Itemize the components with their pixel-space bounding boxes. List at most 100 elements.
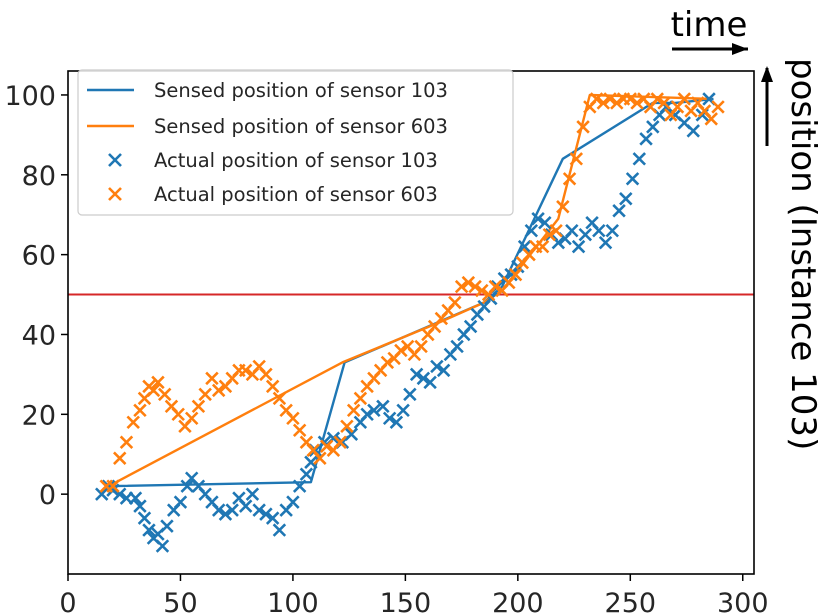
x-tick-label: 0 bbox=[59, 588, 76, 615]
data-point bbox=[119, 435, 134, 449]
data-point bbox=[259, 507, 273, 521]
data-point bbox=[538, 215, 552, 230]
data-point bbox=[677, 92, 691, 106]
data-point bbox=[475, 283, 489, 298]
legend-item: Actual position of sensor 603 bbox=[108, 183, 438, 206]
data-point bbox=[409, 367, 424, 382]
legend-item: Sensed position of sensor 603 bbox=[87, 115, 448, 138]
data-point bbox=[265, 379, 280, 394]
data-point bbox=[272, 391, 287, 406]
data-point bbox=[625, 172, 640, 186]
data-point bbox=[286, 411, 300, 426]
y-tick-label: 0 bbox=[39, 480, 56, 511]
data-point bbox=[313, 451, 327, 465]
series-line-1 bbox=[100, 93, 712, 495]
data-point bbox=[211, 383, 226, 398]
data-point bbox=[265, 511, 280, 525]
data-point bbox=[450, 339, 464, 354]
data-point bbox=[340, 419, 354, 434]
data-point bbox=[106, 479, 120, 493]
data-point bbox=[394, 343, 408, 358]
data-point bbox=[598, 235, 613, 250]
data-point bbox=[126, 415, 140, 430]
markers-layer bbox=[95, 92, 725, 553]
data-point bbox=[173, 495, 188, 509]
data-point bbox=[646, 120, 660, 134]
data-point bbox=[205, 371, 219, 386]
data-point bbox=[612, 204, 626, 218]
data-point bbox=[376, 399, 390, 414]
data-point bbox=[128, 491, 143, 505]
y-tick-label: 20 bbox=[22, 400, 56, 431]
data-point bbox=[524, 223, 539, 238]
data-point bbox=[508, 267, 523, 282]
legend-marker-swatch bbox=[108, 187, 122, 201]
data-point bbox=[571, 239, 586, 254]
data-point bbox=[596, 96, 611, 110]
data-point bbox=[137, 511, 152, 525]
data-point bbox=[704, 112, 718, 126]
data-point bbox=[133, 403, 147, 418]
data-point bbox=[396, 403, 410, 418]
position-axis-label: position (Instance 103) bbox=[783, 58, 823, 450]
y-tick-label: 60 bbox=[22, 241, 56, 272]
data-point bbox=[403, 387, 417, 402]
data-point bbox=[225, 503, 239, 517]
data-point bbox=[218, 507, 233, 521]
data-point bbox=[304, 455, 318, 469]
data-point bbox=[333, 435, 347, 449]
data-point bbox=[319, 439, 334, 453]
data-point bbox=[535, 239, 550, 254]
data-point bbox=[578, 227, 593, 242]
data-point bbox=[299, 467, 314, 481]
data-point bbox=[517, 239, 532, 254]
data-point bbox=[113, 451, 127, 465]
data-point bbox=[657, 96, 671, 110]
data-point bbox=[686, 124, 700, 138]
data-point bbox=[463, 319, 478, 334]
legend-item: Sensed position of sensor 103 bbox=[87, 79, 448, 102]
legend-label: Actual position of sensor 103 bbox=[154, 149, 438, 172]
data-point bbox=[353, 391, 368, 406]
x-tick-label: 250 bbox=[605, 588, 657, 615]
data-point bbox=[565, 223, 579, 238]
data-point bbox=[592, 223, 606, 238]
data-point bbox=[605, 223, 620, 238]
legend-item: Actual position of sensor 103 bbox=[108, 149, 438, 172]
time-arrow-icon bbox=[672, 43, 748, 55]
data-point bbox=[389, 415, 404, 430]
data-point bbox=[488, 279, 503, 294]
data-point bbox=[346, 403, 361, 418]
data-point bbox=[245, 487, 260, 501]
data-point bbox=[151, 375, 165, 390]
data-point bbox=[211, 503, 226, 517]
data-point bbox=[549, 223, 563, 238]
data-point bbox=[610, 96, 624, 110]
data-point bbox=[603, 92, 617, 106]
data-point bbox=[259, 367, 273, 382]
data-point bbox=[155, 539, 170, 553]
data-point bbox=[146, 383, 161, 398]
data-point bbox=[448, 295, 462, 310]
y-tick-label: 40 bbox=[22, 320, 56, 351]
x-axis: 0 50 100 150 200 250 300 bbox=[59, 574, 769, 615]
data-point bbox=[191, 399, 206, 414]
data-point bbox=[542, 227, 557, 242]
y-tick-label: 100 bbox=[4, 81, 56, 112]
data-point bbox=[380, 355, 395, 370]
data-point bbox=[292, 479, 307, 493]
data-point bbox=[576, 120, 590, 134]
x-tick-label: 300 bbox=[717, 588, 769, 615]
data-point bbox=[198, 387, 212, 402]
data-point bbox=[184, 411, 199, 426]
legend: Sensed position of sensor 103 Sensed posi… bbox=[77, 69, 514, 216]
data-point bbox=[569, 152, 584, 166]
data-point bbox=[639, 132, 653, 146]
x-tick-label: 100 bbox=[267, 588, 319, 615]
y-tick-label: 80 bbox=[22, 161, 56, 192]
data-point bbox=[589, 92, 604, 106]
legend-box bbox=[77, 69, 514, 216]
data-point bbox=[367, 403, 381, 418]
data-point bbox=[133, 499, 147, 513]
